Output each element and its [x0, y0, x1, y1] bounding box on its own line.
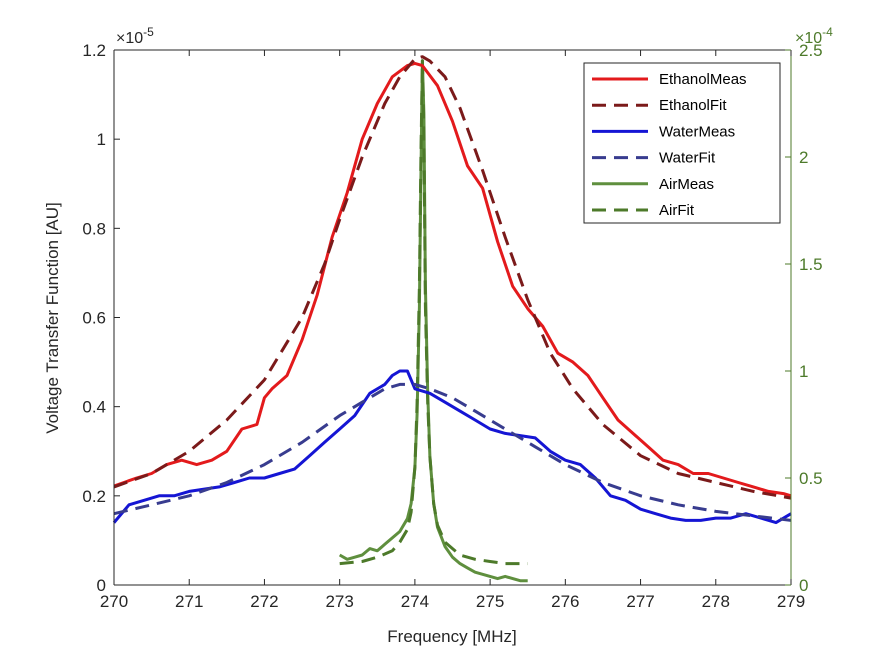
x-tick-label: 271 — [175, 592, 203, 611]
x-tick-label: 278 — [702, 592, 730, 611]
legend-entry-label: WaterFit — [659, 150, 716, 167]
legend-entry-label: EthanolFit — [659, 97, 727, 114]
right-axis-exponent: ×10-4 — [795, 25, 833, 47]
series-layer — [112, 55, 792, 583]
legend-box — [583, 62, 781, 224]
y-right-tick-label: 0.5 — [799, 469, 823, 488]
y-left-tick-label: 0 — [97, 576, 106, 595]
x-axis-title: Frequency [MHz] — [387, 627, 516, 646]
y-left-tick-label: 0.2 — [82, 487, 106, 506]
ticks-layer: 270 271 272 273 274 275 276 277 278 27900.20.40.6… — [82, 41, 822, 611]
series-line-ethanolfit — [113, 55, 792, 500]
x-tick-label: 273 — [325, 592, 353, 611]
x-tick-label: 274 — [401, 592, 429, 611]
series-line-ethanolmeas — [113, 61, 792, 498]
y-right-tick-label: 2.5 — [799, 41, 823, 60]
y-left-tick-label: 0.4 — [82, 398, 106, 417]
x-tick-label: 276 — [551, 592, 579, 611]
y-right-tick-label: 1 — [799, 362, 808, 381]
x-tick-label: 272 — [250, 592, 278, 611]
y-left-tick-label: 1 — [97, 130, 106, 149]
y-right-tick-label: 2 — [799, 148, 808, 167]
y-right-tick-label: 0 — [799, 576, 808, 595]
left-axis-exponent: ×10-5 — [116, 25, 154, 47]
x-tick-label: 275 — [476, 592, 504, 611]
legend-entry-label: AirFit — [659, 202, 695, 219]
y-axis-title: Voltage Transfer Function [AU] — [43, 202, 62, 434]
x-tick-label: 270 — [100, 592, 128, 611]
x-tick-label: 279 — [777, 592, 805, 611]
y-left-tick-label: 0.6 — [82, 309, 106, 328]
series-line-waterfit — [113, 382, 792, 522]
y-right-tick-label: 1.5 — [799, 255, 823, 274]
legend-entry-label: WaterMeas — [659, 123, 735, 140]
legend-entry-label: EthanolMeas — [659, 71, 747, 88]
series-line-airfit — [339, 59, 528, 566]
legend: EthanolMeas EthanolFit WaterMeas WaterFit Ai… — [583, 62, 781, 224]
legend-entry-label: AirMeas — [659, 176, 714, 193]
series-line-watermeas — [112, 369, 792, 525]
y-left-tick-label: 0.8 — [82, 219, 106, 238]
y-left-tick-label: 1.2 — [82, 41, 106, 60]
x-tick-label: 277 — [626, 592, 654, 611]
